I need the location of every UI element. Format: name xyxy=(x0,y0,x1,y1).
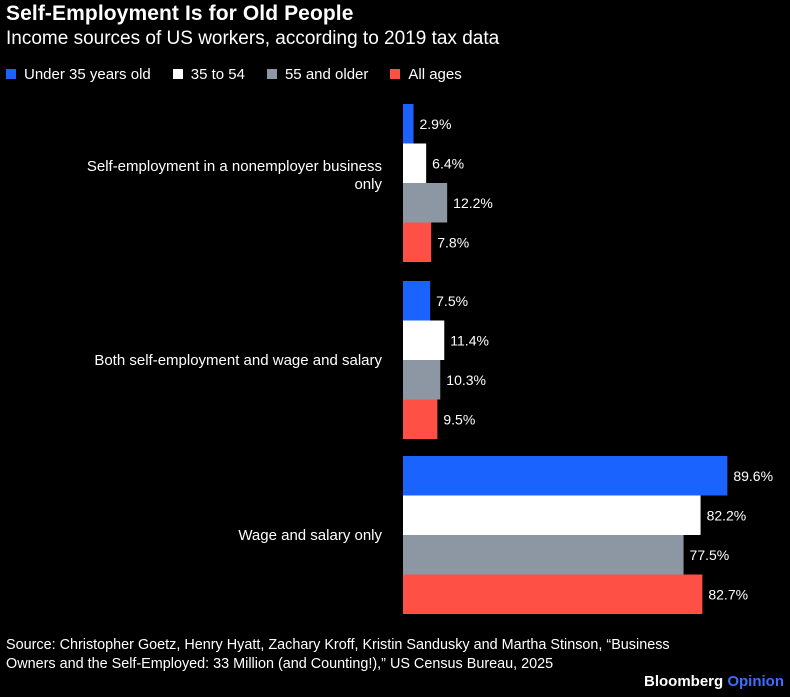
category-label: Wage and salary only xyxy=(238,527,382,544)
category-label: only xyxy=(354,176,382,193)
legend-swatch xyxy=(6,69,16,79)
data-label: 11.4% xyxy=(450,332,489,348)
legend-item-35-to-54: 35 to 54 xyxy=(172,65,245,83)
legend-item-under-35: Under 35 years old xyxy=(6,66,151,83)
bar xyxy=(403,222,432,262)
bar xyxy=(403,183,448,223)
bar xyxy=(403,320,445,360)
chart-title: Self-Employment Is for Old People xyxy=(6,2,354,25)
legend-item-all-ages: All ages xyxy=(390,65,462,83)
bar xyxy=(403,456,728,496)
bar-chart: Self-employment in a nonemployer busines… xyxy=(87,104,773,614)
source-line: Source: Christopher Goetz, Henry Hyatt, … xyxy=(6,637,670,653)
category-label: Self-employment in a nonemployer busines… xyxy=(87,158,382,175)
data-label: 6.4% xyxy=(432,155,464,171)
brand-logo: Bloomberg Opinion xyxy=(644,673,784,690)
bar xyxy=(403,495,701,535)
bar xyxy=(403,535,684,575)
legend-label: All ages xyxy=(408,65,462,83)
data-label: 77.5% xyxy=(690,547,730,563)
data-label: 82.2% xyxy=(707,507,747,523)
source-note: Source: Christopher Goetz, Henry Hyatt, … xyxy=(6,636,786,674)
legend-swatch xyxy=(172,69,183,79)
bar xyxy=(403,281,431,321)
bar xyxy=(403,574,703,614)
legend-label: 55 and older xyxy=(284,65,369,83)
legend-label: Under 35 years old xyxy=(24,65,151,83)
data-label: 82.7% xyxy=(708,586,748,602)
legend-label: 35 to 54 xyxy=(190,65,245,83)
data-label: 89.6% xyxy=(733,468,773,484)
legend-swatch xyxy=(390,69,401,79)
bar xyxy=(403,104,414,144)
data-label: 2.9% xyxy=(419,116,451,132)
brand-name: Bloomberg xyxy=(644,673,724,690)
legend-item-55-and-older: 55 and older xyxy=(266,65,369,83)
chart-subtitle: Income sources of US workers, according … xyxy=(6,28,500,49)
data-label: 7.8% xyxy=(437,234,469,250)
legend-swatch xyxy=(266,69,277,79)
data-label: 10.3% xyxy=(446,372,486,388)
data-label: 9.5% xyxy=(443,411,475,427)
bar xyxy=(403,399,438,439)
data-label: 7.5% xyxy=(436,293,468,309)
legend: Under 35 years old 35 to 54 55 and older… xyxy=(6,64,484,84)
category-label: Both self-employment and wage and salary xyxy=(94,352,382,369)
source-line: Owners and the Self-Employed: 33 Million… xyxy=(6,656,554,672)
data-label: 12.2% xyxy=(453,195,493,211)
brand-suffix: Opinion xyxy=(727,673,784,690)
bar xyxy=(403,360,441,400)
bar xyxy=(403,143,427,183)
